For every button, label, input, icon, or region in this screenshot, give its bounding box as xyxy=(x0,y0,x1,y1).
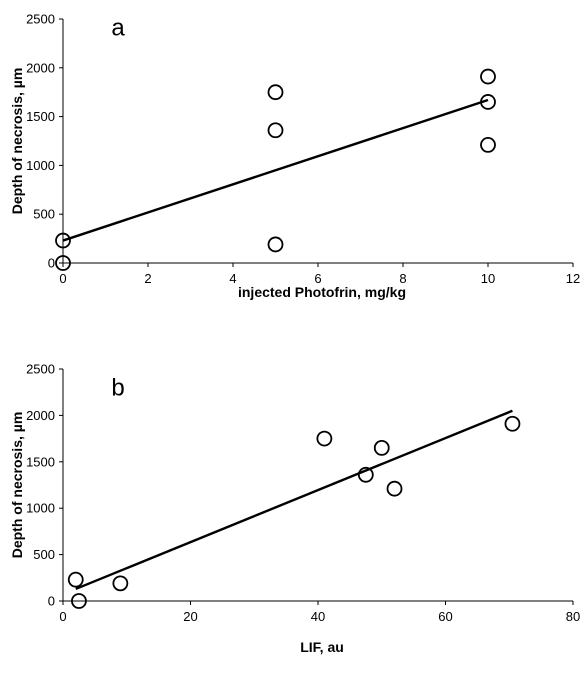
y-tick-label: 2000 xyxy=(26,60,55,75)
x-tick-label: 0 xyxy=(59,609,66,624)
data-point xyxy=(386,480,403,497)
trendline xyxy=(62,98,489,242)
data-point xyxy=(67,571,84,588)
data-point xyxy=(480,94,496,110)
x-tick-label: 0 xyxy=(59,271,66,286)
x-tick-label: 10 xyxy=(481,271,495,286)
y-tick-label: 2000 xyxy=(26,408,55,423)
y-tick-label: 500 xyxy=(33,547,55,562)
trendline xyxy=(75,409,513,591)
panel-label: a xyxy=(111,14,125,41)
x-axis-title: injected Photofrin, mg/kg xyxy=(238,284,406,300)
x-tick-label: 60 xyxy=(438,609,452,624)
data-point xyxy=(373,439,390,456)
y-tick-label: 2500 xyxy=(26,362,55,377)
x-tick-label: 12 xyxy=(566,271,580,286)
y-tick-label: 0 xyxy=(48,256,55,271)
data-point xyxy=(480,68,496,85)
x-tick-label: 2 xyxy=(144,271,151,286)
y-axis-title: Depth of necrosis, µm xyxy=(9,412,25,559)
x-tick-label: 20 xyxy=(183,609,197,624)
data-point xyxy=(316,430,333,447)
y-tick-label: 1000 xyxy=(26,158,55,173)
y-tick-label: 1000 xyxy=(26,501,55,516)
data-point xyxy=(267,122,284,139)
y-tick-label: 1500 xyxy=(26,109,55,124)
x-tick-label: 8 xyxy=(399,271,406,286)
panel-label: b xyxy=(111,374,124,401)
x-tick-label: 4 xyxy=(229,271,236,286)
x-tick-label: 6 xyxy=(314,271,321,286)
y-axis-title: Depth of necrosis, µm xyxy=(9,68,25,215)
data-point xyxy=(267,84,284,101)
panel-b: 0 500 1000 1500 2000 2500 0 20 40 60 80 LIF, au Dept… xyxy=(9,362,580,656)
data-point xyxy=(55,255,71,271)
x-tick-label: 80 xyxy=(566,609,580,624)
data-point xyxy=(357,466,374,483)
data-point xyxy=(71,593,87,609)
x-tick-label: 40 xyxy=(311,609,325,624)
data-point xyxy=(267,236,284,253)
data-point xyxy=(55,232,71,249)
data-point xyxy=(504,415,521,432)
data-point xyxy=(480,137,496,153)
data-point xyxy=(112,575,129,592)
y-tick-label: 0 xyxy=(48,594,55,609)
x-axis-title: LIF, au xyxy=(300,639,344,655)
y-tick-label: 2500 xyxy=(26,12,55,27)
panel-a: 0 500 1000 1500 2000 2500 0 2 4 6 8 10 12 injected Ph… xyxy=(9,12,580,301)
y-tick-label: 1500 xyxy=(26,454,55,469)
y-tick-label: 500 xyxy=(33,207,55,222)
